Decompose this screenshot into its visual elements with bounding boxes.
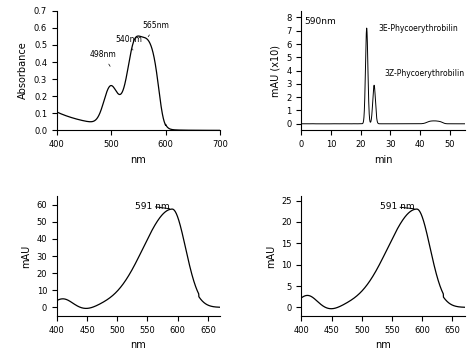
X-axis label: min: min bbox=[374, 155, 392, 165]
Y-axis label: mAU: mAU bbox=[266, 244, 276, 268]
Text: 591 nm: 591 nm bbox=[136, 202, 170, 211]
Text: 3Z-Phycoerythrobilin: 3Z-Phycoerythrobilin bbox=[384, 69, 465, 78]
X-axis label: nm: nm bbox=[130, 155, 146, 165]
X-axis label: nm: nm bbox=[375, 340, 391, 350]
Text: 565nm: 565nm bbox=[143, 21, 170, 37]
Y-axis label: Absorbance: Absorbance bbox=[18, 42, 28, 99]
Text: 498nm: 498nm bbox=[90, 50, 116, 66]
Text: 590nm: 590nm bbox=[304, 18, 336, 27]
Y-axis label: mAU: mAU bbox=[21, 244, 31, 268]
Text: 591 nm: 591 nm bbox=[380, 202, 415, 211]
Y-axis label: mAU (x10): mAU (x10) bbox=[271, 45, 281, 97]
Text: 540nm: 540nm bbox=[116, 34, 143, 50]
Text: 3E-Phycoerythrobilin: 3E-Phycoerythrobilin bbox=[379, 24, 458, 33]
X-axis label: nm: nm bbox=[130, 340, 146, 350]
